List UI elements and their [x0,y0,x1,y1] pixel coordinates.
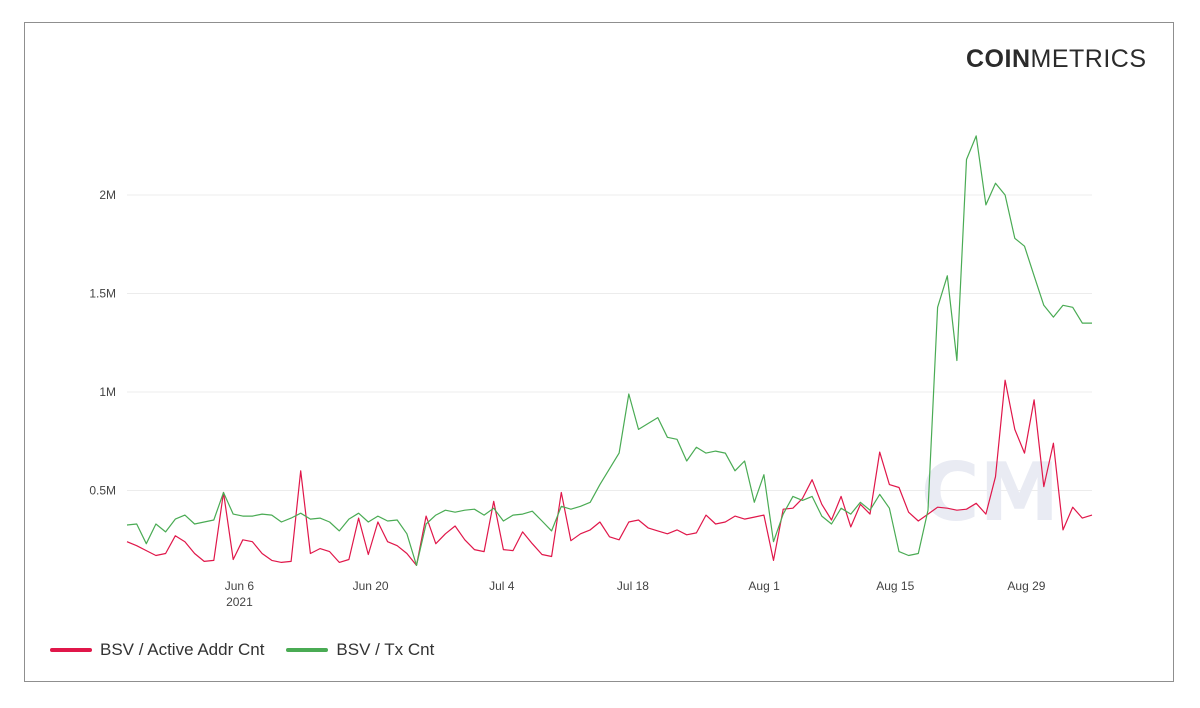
series-lines [126,135,1093,567]
chart-frame [24,22,1174,682]
x-tick-sublabel: 2021 [226,595,253,609]
y-tick-label: 1M [99,385,116,399]
watermark: CM [921,446,1059,539]
legend-swatch-tx-cnt [286,648,329,652]
x-tick-label: Jul 4 [489,579,515,593]
series-line-1 [126,135,1092,567]
x-tick-label: Aug 15 [876,579,914,593]
y-tick-label: 2M [99,188,116,202]
logo-light: METRICS [1030,45,1147,73]
legend-item-tx-cnt[interactable]: BSV / Tx Cnt [286,640,434,660]
x-axis-ticks: Jun 6 2021 Jun 20 Jul 4 Jul 18 Aug 1 Aug 15 Aug… [225,579,1046,609]
x-tick-label: Jun 6 [225,579,255,593]
coinmetrics-logo: COINMETRICS [966,45,1147,74]
legend-label-tx-cnt: BSV / Tx Cnt [336,640,435,659]
logo-bold: COIN [966,45,1031,73]
y-tick-label: 0.5M [89,484,116,498]
y-tick-label: 1.5M [89,287,116,301]
grid-lines [127,194,1092,491]
x-tick-label: Aug 29 [1007,579,1045,593]
legend-label-active-addr: BSV / Active Addr Cnt [100,640,265,659]
legend-swatch-active-addr [50,648,92,652]
x-tick-label: Aug 1 [748,579,780,593]
x-tick-label: Jul 18 [617,579,649,593]
series-line-0 [126,379,1093,567]
watermark-text: CM [921,446,1059,539]
y-axis-ticks: 0.5M 1M 1.5M 2M [89,188,116,498]
legend-item-active-addr[interactable]: BSV / Active Addr Cnt [50,640,264,660]
x-tick-label: Jun 20 [353,579,389,593]
legend: BSV / Active Addr Cnt BSV / Tx Cnt [50,640,456,660]
